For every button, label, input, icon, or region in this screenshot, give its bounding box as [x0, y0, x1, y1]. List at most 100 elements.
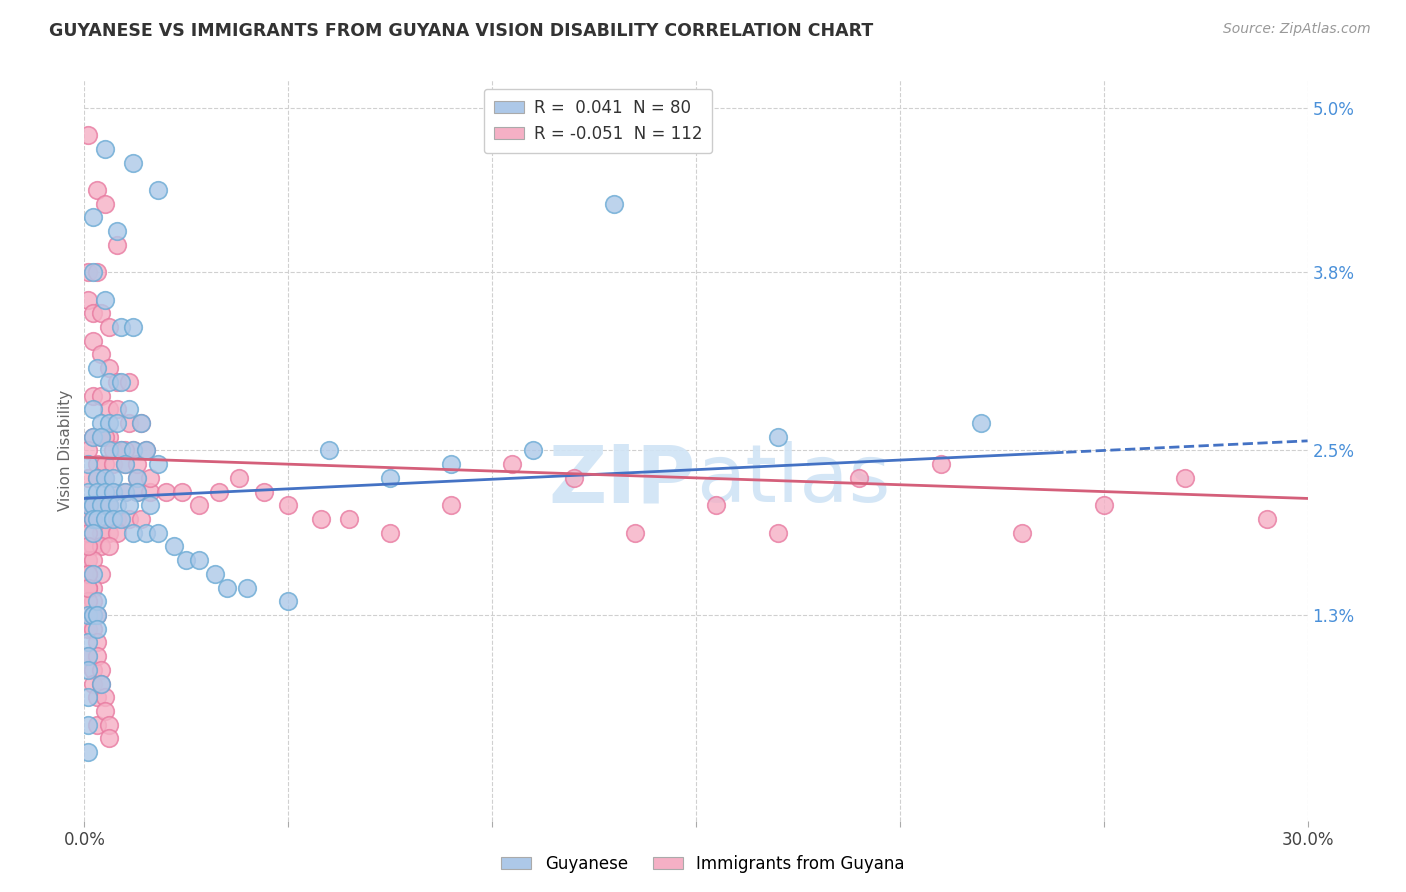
Point [110, 443, 132, 458]
Point [93, 457, 115, 471]
Point [97, 443, 120, 458]
Point [97, 498, 120, 512]
Point [77, 553, 100, 567]
Point [77, 663, 100, 677]
Point [118, 375, 141, 389]
Point [187, 553, 209, 567]
Legend: R =  0.041  N = 80, R = -0.051  N = 112: R = 0.041 N = 80, R = -0.051 N = 112 [484, 88, 713, 153]
Point [77, 607, 100, 622]
Point [77, 512, 100, 526]
Point [97, 402, 120, 417]
Point [97, 540, 120, 554]
Point [97, 320, 120, 334]
Point [208, 484, 231, 499]
Point [101, 457, 124, 471]
Point [440, 457, 463, 471]
Point [77, 649, 100, 664]
Point [90, 676, 112, 690]
Point [97, 416, 120, 430]
Point [86, 471, 108, 485]
Point [93, 430, 115, 444]
Point [766, 430, 789, 444]
Point [131, 416, 153, 430]
Point [105, 498, 128, 512]
Point [146, 183, 169, 197]
Point [146, 457, 169, 471]
Point [90, 430, 112, 444]
Point [86, 265, 108, 279]
Point [105, 375, 128, 389]
Point [110, 443, 132, 458]
Text: Source: ZipAtlas.com: Source: ZipAtlas.com [1223, 22, 1371, 37]
Point [82, 581, 104, 595]
Point [82, 594, 104, 608]
Point [101, 484, 124, 499]
Point [187, 498, 209, 512]
Point [127, 484, 149, 499]
Point [90, 347, 112, 361]
Point [114, 457, 136, 471]
Point [90, 540, 112, 554]
Point [77, 471, 100, 485]
Point [82, 402, 104, 417]
Point [82, 607, 104, 622]
Point [90, 498, 112, 512]
Y-axis label: Vision Disability: Vision Disability [58, 390, 73, 511]
Point [122, 525, 145, 540]
Point [135, 443, 157, 458]
Point [339, 512, 361, 526]
Point [93, 471, 115, 485]
Point [90, 430, 112, 444]
Point [82, 211, 104, 225]
Point [277, 498, 299, 512]
Point [253, 484, 276, 499]
Point [101, 471, 124, 485]
Point [82, 553, 104, 567]
Point [93, 471, 115, 485]
Point [127, 457, 149, 471]
Point [138, 484, 160, 499]
Point [82, 512, 104, 526]
Point [77, 566, 100, 581]
Point [101, 443, 124, 458]
Point [77, 498, 100, 512]
Point [77, 128, 100, 142]
Point [118, 512, 141, 526]
Point [122, 443, 145, 458]
Point [101, 512, 124, 526]
Point [135, 525, 157, 540]
Point [380, 471, 402, 485]
Point [90, 525, 112, 540]
Point [228, 471, 250, 485]
Point [90, 676, 112, 690]
Point [309, 512, 332, 526]
Point [522, 443, 544, 458]
Point [77, 540, 100, 554]
Point [624, 525, 647, 540]
Point [77, 484, 100, 499]
Point [502, 457, 524, 471]
Point [127, 471, 149, 485]
Point [90, 663, 112, 677]
Point [77, 635, 100, 649]
Point [86, 484, 108, 499]
Point [97, 430, 120, 444]
Point [86, 717, 108, 731]
Point [86, 690, 108, 705]
Point [97, 375, 120, 389]
Point [77, 498, 100, 512]
Point [77, 745, 100, 759]
Point [77, 566, 100, 581]
Point [90, 389, 112, 403]
Point [562, 471, 585, 485]
Point [82, 430, 104, 444]
Point [77, 457, 100, 471]
Point [114, 443, 136, 458]
Point [970, 416, 993, 430]
Point [105, 525, 128, 540]
Text: ZIP: ZIP [548, 441, 696, 519]
Point [82, 265, 104, 279]
Point [93, 512, 115, 526]
Point [77, 690, 100, 705]
Point [93, 484, 115, 499]
